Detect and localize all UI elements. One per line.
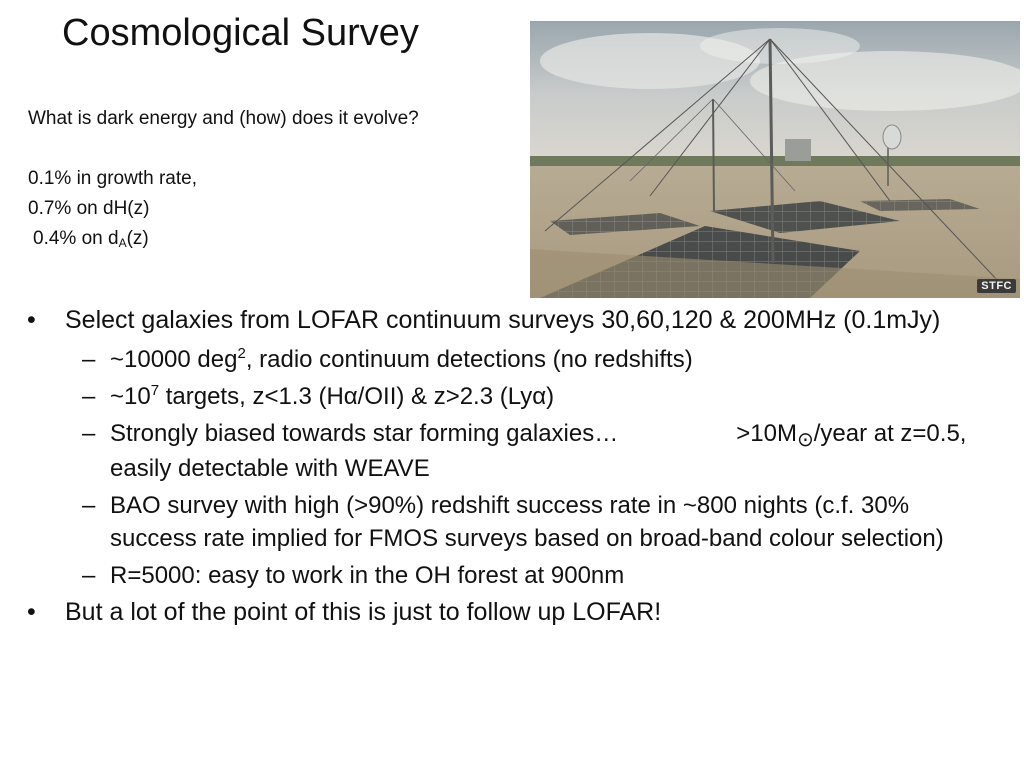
- star-forming-mid: >10M: [736, 420, 797, 447]
- bullet-marker: •: [27, 598, 36, 626]
- sky-area-sup: 2: [237, 345, 246, 362]
- da-goal-prefix: 0.4% on d: [33, 228, 119, 249]
- lofar-antenna-photo: STFC: [530, 21, 1020, 298]
- subbullet-bao-survey: – BAO survey with high (>90%) redshift s…: [0, 489, 990, 555]
- subbullet-star-forming: – Strongly biased towards star forming g…: [0, 417, 990, 485]
- bullet-select-galaxies: • Select galaxies from LOFAR continuum s…: [0, 304, 975, 337]
- sky-area-post: , radio continuum detections (no redshif…: [245, 346, 693, 373]
- dash-marker: –: [82, 420, 96, 447]
- targets-pre: ~10: [110, 383, 151, 410]
- da-goal: 0.4% on dA(z): [28, 224, 518, 254]
- dh-goal: 0.7% on dH(z): [28, 198, 150, 219]
- da-goal-subscript: A: [118, 236, 127, 250]
- targets-sup: 7: [150, 382, 160, 399]
- resolution-text: R=5000: easy to work in the OH forest at…: [110, 562, 625, 589]
- bullet-follow-up-lofar-text: But a lot of the point of this is just t…: [65, 598, 662, 626]
- subbullet-sky-area: – ~10000 deg2, radio continuum detection…: [0, 343, 990, 376]
- subbullet-targets: – ~107 targets, z<1.3 (Hα/OII) & z>2.3 (…: [0, 380, 990, 413]
- subbullet-resolution: – R=5000: easy to work in the OH forest …: [0, 559, 990, 592]
- star-forming-post: /year at z=0.5, easily detectable with W…: [110, 420, 967, 482]
- growth-rate-goal: 0.1% in growth rate,: [28, 168, 197, 189]
- lofar-field-image: [530, 21, 1020, 298]
- bullet-list: • Select galaxies from LOFAR continuum s…: [0, 304, 1024, 635]
- solar-symbol-icon: ⊙: [796, 429, 814, 451]
- photo-credit: STFC: [977, 279, 1016, 293]
- dash-marker: –: [82, 562, 96, 589]
- slide-title: Cosmological Survey: [62, 12, 419, 54]
- dash-marker: –: [82, 492, 96, 519]
- dark-energy-question: What is dark energy and (how) does it ev…: [28, 108, 419, 129]
- da-goal-suffix: (z): [126, 228, 149, 249]
- targets-post: targets, z<1.3 (Hα/OII) & z>2.3 (Lyα): [159, 383, 555, 410]
- bullet-select-galaxies-text: Select galaxies from LOFAR continuum sur…: [65, 306, 941, 334]
- bullet-marker: •: [27, 306, 36, 334]
- dash-marker: –: [82, 346, 96, 373]
- sky-area-pre: ~10000 deg: [110, 346, 238, 373]
- star-forming-pre: Strongly biased towards star forming gal…: [110, 420, 619, 447]
- bao-survey-text: BAO survey with high (>90%) redshift suc…: [110, 492, 944, 552]
- bullet-follow-up-lofar: • But a lot of the point of this is just…: [0, 596, 975, 629]
- science-goals: What is dark energy and (how) does it ev…: [28, 104, 518, 254]
- dash-marker: –: [82, 383, 96, 410]
